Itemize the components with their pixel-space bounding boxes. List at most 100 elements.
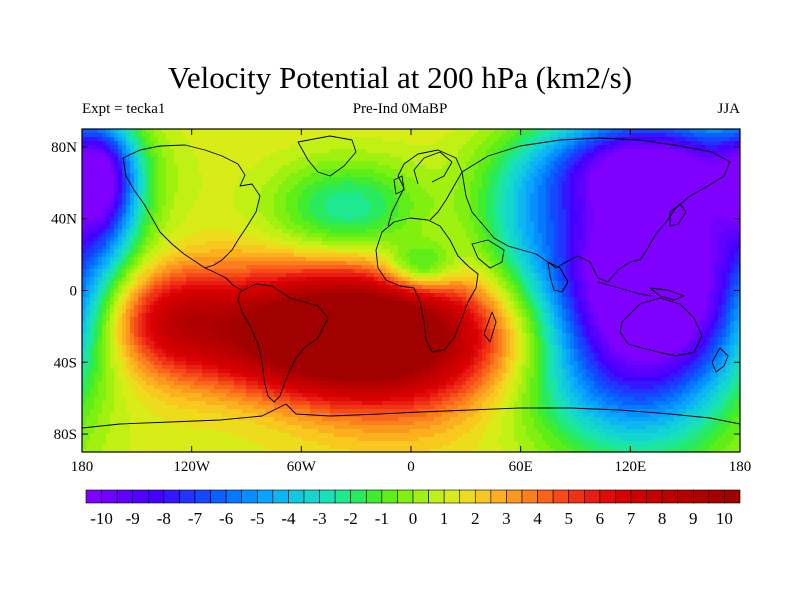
field-cell (190, 373, 195, 378)
field-cell (150, 201, 155, 206)
field-cell (174, 261, 179, 266)
field-cell (122, 413, 127, 418)
field-cell (130, 305, 135, 310)
field-cell (82, 189, 87, 194)
field-cell (254, 217, 259, 222)
field-cell (134, 213, 139, 218)
field-cell (162, 245, 167, 250)
field-cell (314, 205, 319, 210)
field-cell (174, 205, 179, 210)
field-cell (150, 417, 155, 422)
field-cell (274, 217, 279, 222)
field-cell (250, 153, 255, 158)
field-cell (114, 193, 119, 198)
field-cell (230, 385, 235, 390)
field-cell (154, 345, 159, 350)
field-cell (186, 377, 191, 382)
field-cell (318, 329, 323, 334)
field-cell (146, 297, 151, 302)
field-cell (98, 305, 103, 310)
field-cell (322, 141, 327, 146)
field-cell (214, 165, 219, 170)
field-cell (98, 353, 103, 358)
field-cell (214, 417, 219, 422)
field-cell (162, 137, 167, 142)
field-cell (138, 369, 143, 374)
field-cell (130, 297, 135, 302)
field-cell (106, 213, 111, 218)
field-cell (162, 381, 167, 386)
field-cell (154, 337, 159, 342)
field-cell (214, 229, 219, 234)
field-cell (114, 153, 119, 158)
field-cell (218, 157, 223, 162)
field-cell (278, 129, 283, 134)
field-cell (198, 277, 203, 282)
field-cell (146, 281, 151, 286)
field-cell (266, 141, 271, 146)
field-cell (146, 173, 151, 178)
field-cell (98, 433, 103, 438)
field-cell (242, 193, 247, 198)
field-cell (258, 165, 263, 170)
field-cell (146, 329, 151, 334)
field-cell (238, 393, 243, 398)
field-cell (262, 233, 267, 238)
field-cell (170, 265, 175, 270)
field-cell (138, 141, 143, 146)
field-cell (106, 237, 111, 242)
field-cell (190, 157, 195, 162)
field-cell (238, 349, 243, 354)
field-cell (214, 349, 219, 354)
field-cell (102, 193, 107, 198)
field-cell (94, 333, 99, 338)
field-cell (130, 321, 135, 326)
field-cell (310, 277, 315, 282)
field-cell (190, 317, 195, 322)
field-cell (90, 373, 95, 378)
field-cell (250, 437, 255, 442)
field-cell (206, 329, 211, 334)
field-cell (234, 273, 239, 278)
field-cell (146, 165, 151, 170)
field-cell (94, 153, 99, 158)
field-cell (198, 149, 203, 154)
field-cell (282, 173, 287, 178)
field-cell (270, 417, 275, 422)
field-cell (150, 333, 155, 338)
field-cell (182, 221, 187, 226)
field-cell (254, 133, 259, 138)
field-cell (274, 321, 279, 326)
field-cell (106, 225, 111, 230)
field-cell (142, 425, 147, 430)
season-label: JJA (717, 101, 740, 117)
field-cell (146, 197, 151, 202)
field-cell (254, 313, 259, 318)
field-cell (222, 313, 227, 318)
field-cell (162, 301, 167, 306)
field-cell (278, 437, 283, 442)
field-cell (274, 165, 279, 170)
field-cell (114, 349, 119, 354)
field-cell (126, 325, 131, 330)
field-cell (258, 225, 263, 230)
field-cell (206, 353, 211, 358)
field-cell (274, 249, 279, 254)
field-cell (242, 337, 247, 342)
field-cell (234, 317, 239, 322)
field-cell (182, 365, 187, 370)
field-cell (134, 201, 139, 206)
field-cell (286, 377, 291, 382)
field-cell (274, 133, 279, 138)
field-cell (314, 241, 319, 246)
field-cell (234, 257, 239, 262)
field-cell (250, 337, 255, 342)
field-cell (86, 265, 91, 270)
field-cell (110, 141, 115, 146)
field-cell (282, 145, 287, 150)
field-cell (234, 225, 239, 230)
field-cell (302, 381, 307, 386)
field-cell (90, 397, 95, 402)
field-cell (130, 221, 135, 226)
field-cell (98, 205, 103, 210)
